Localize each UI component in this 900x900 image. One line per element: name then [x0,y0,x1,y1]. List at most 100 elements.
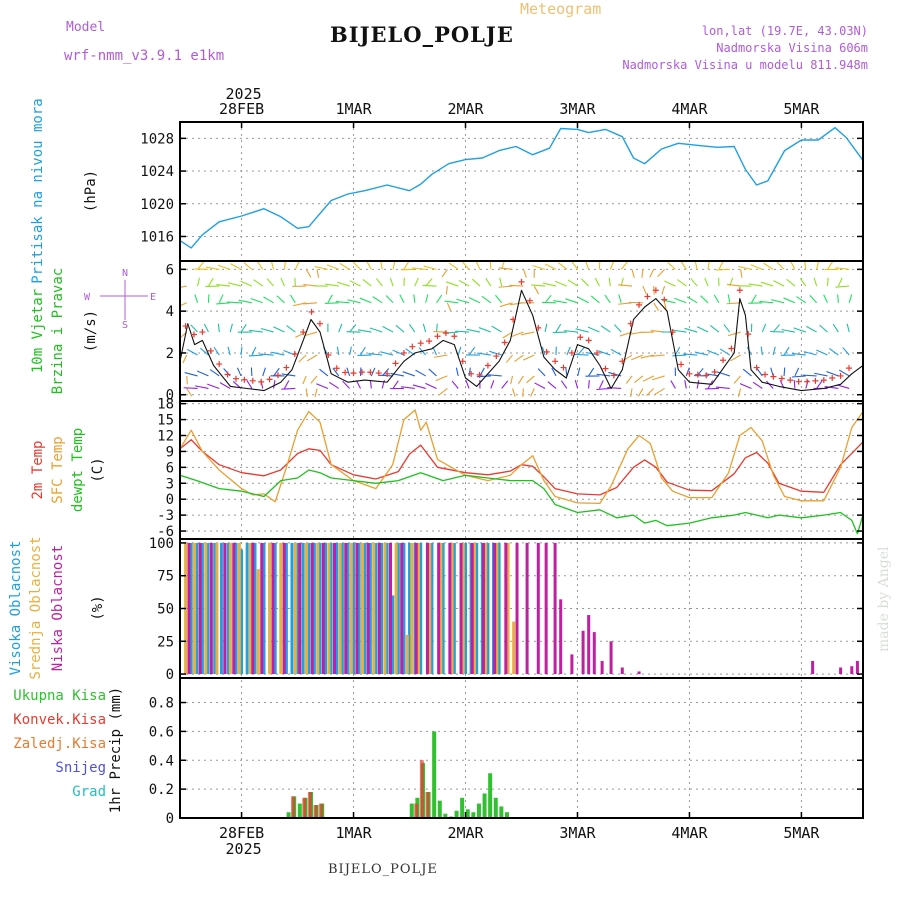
wind-arrow [502,331,513,339]
cloud-bar [587,615,591,675]
wind-arrow [674,297,687,304]
wind-arrow [739,383,752,389]
wind-arrow [607,387,622,390]
wind-arrow [359,297,372,304]
cloud-bar [357,542,361,675]
wind-arrow [783,367,786,376]
gust-marker [291,350,298,357]
cloud-bar [333,542,337,675]
wind-arrow [471,278,481,287]
wind-arrow [704,387,719,390]
y-tick-label: 0.2 [149,782,174,798]
cloud-bar [481,542,485,675]
wind-arrow [510,375,514,385]
wind-arrow [608,277,611,287]
wind-arrow [533,285,540,295]
wind-arrow [379,374,394,377]
wind-arrow [380,351,394,356]
gust-marker [384,370,391,377]
wind-arrow [228,282,242,287]
y-tick-label: 1028 [140,131,174,147]
data-layer [180,126,863,818]
wind-arrow [707,349,720,356]
wind-arrow [203,323,209,333]
wind-arrow [796,296,807,304]
precip-bar [286,812,291,818]
wind-arrow [631,269,635,278]
wind-arrow [835,285,850,288]
wind-arrow [759,300,774,304]
temp-line [180,439,863,496]
wind-arrow [505,354,513,363]
cloud-bar [484,542,488,675]
wind-arrow [485,277,492,287]
wind-arrow [310,375,318,384]
wind-arrow [600,325,611,333]
wind-arrow [677,279,687,287]
wind-arrow [816,380,823,389]
precip-bar [437,800,442,818]
cloud-bar [361,542,365,675]
wind-arrow [195,385,209,390]
gust-marker [636,301,643,308]
wind-arrow [718,261,724,270]
wind-arrow [670,380,676,389]
precip-bar [319,803,324,818]
cloud-bar [637,671,641,675]
gust-marker [619,358,626,365]
wind-arrow [435,375,448,382]
wind-arrow [672,329,687,333]
wind-arrow [455,367,459,377]
cloud-bar [419,542,423,675]
wind-arrow [499,302,513,308]
wind-arrow [770,330,785,333]
cloud-bar [428,542,432,675]
wind-arrow [571,261,579,270]
wind-arrow [219,382,231,389]
wind-arrow [653,302,660,311]
x-tick-label-bottom: 1MAR [335,824,372,842]
gust-marker [207,347,214,354]
y-tick-label: -6 [157,524,174,540]
gust-marker [367,369,374,376]
wind-arrow [190,324,198,333]
wind-arrow [194,294,199,303]
cloud-bar [414,542,418,675]
wind-arrow [441,269,448,278]
x-tick-label-top: 5MAR [783,100,820,118]
precip-bar [432,731,437,818]
wind-arrow [468,367,471,377]
wind-arrow [197,277,200,287]
wind-arrow [319,368,329,377]
wind-arrow [435,323,438,333]
gust-marker [476,371,483,378]
wind-arrow [609,261,615,270]
compass-cross-icon [100,280,148,320]
wind-arrow [522,354,535,361]
wind-arrow [588,367,595,377]
wind-arrow [271,351,285,356]
wind-arrow [547,381,557,389]
wind-arrow [672,354,687,357]
precip-bar [307,792,312,818]
x-tick-label-top: 4MAR [671,100,708,118]
wind-arrow [448,262,459,270]
cloud-bar [368,542,372,675]
x-year-top: 2025 [226,85,262,103]
gust-marker [375,370,382,377]
x-tick-label-bottom: 28FEB [219,824,264,842]
wind-arrow [349,324,357,333]
wind-arrow [305,269,312,278]
wind-arrow [604,294,611,304]
wind-arrow [542,282,557,287]
wind-arrow [700,295,709,304]
cloud-bar [439,542,443,675]
cloud-bar [296,542,300,675]
cloud-bar [346,542,350,675]
y-tick-label: 0 [166,811,174,827]
wind-arrow [793,327,806,333]
wind-arrow [530,388,535,397]
cloud-bar [290,542,294,675]
wind-arrow [590,295,600,304]
text-layer: 10161020102410280246-6-30369121518025507… [8,85,820,858]
